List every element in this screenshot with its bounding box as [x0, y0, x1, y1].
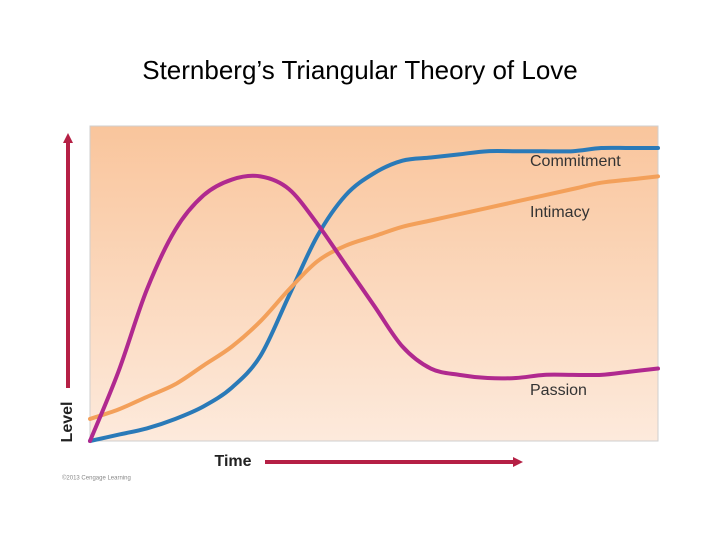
series-label: Intimacy: [530, 204, 590, 221]
plot-area: [89, 125, 659, 442]
y-axis-label: Level: [59, 402, 76, 443]
series-label: Commitment: [530, 153, 621, 170]
series-line: [88, 174, 660, 421]
source-note: ©2013 Cengage Learning: [62, 475, 131, 482]
series-line: [88, 173, 660, 443]
series-line: [88, 145, 660, 443]
x-axis-label: Time: [214, 453, 251, 470]
chart-title: Sternberg’s Triangular Theory of Love: [142, 55, 578, 85]
series-label: Passion: [530, 382, 587, 399]
